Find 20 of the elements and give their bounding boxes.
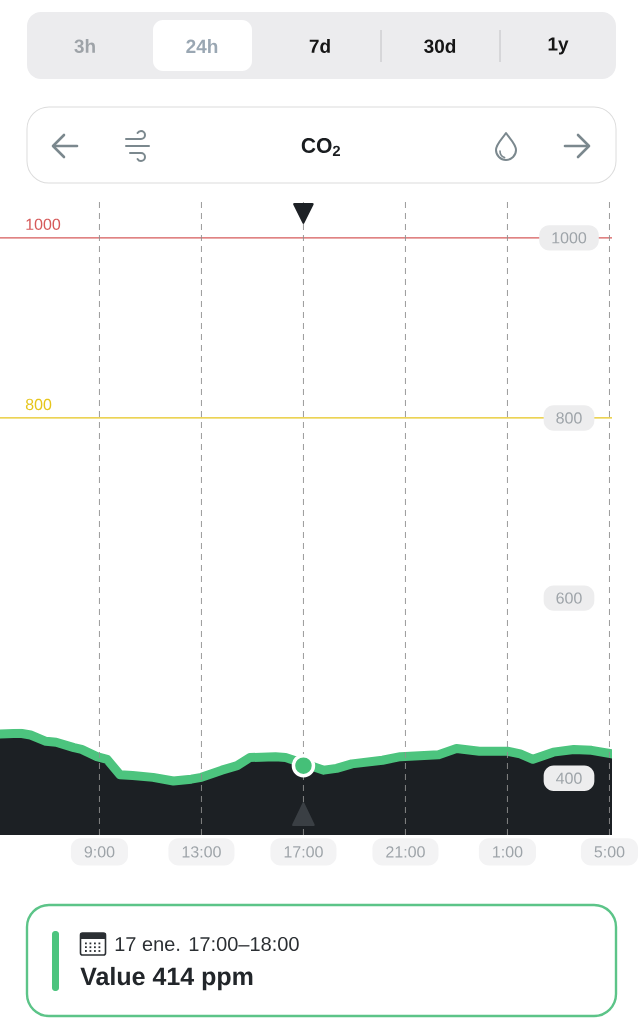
chart-title: CO$_{2}$ xyxy=(301,138,341,156)
y-tick-label: 1000 xyxy=(552,232,587,244)
text: 30d xyxy=(424,39,456,53)
ref-line-label: 1000 xyxy=(26,218,61,230)
x-tick-label: 5:00 xyxy=(594,846,625,858)
text: 1y xyxy=(548,37,569,55)
x-tick-label: 13:00 xyxy=(182,846,221,858)
text: 3h xyxy=(74,39,95,53)
y-tick-label: 800 xyxy=(556,412,582,424)
text: Value 414 ppm xyxy=(80,966,253,991)
x-tick-label: 1:00 xyxy=(493,846,523,858)
x-tick-label: 17:00 xyxy=(284,846,323,858)
x-tick-label: 9:00 xyxy=(84,846,115,858)
text: 7d xyxy=(309,39,330,53)
ref-line-label: 800 xyxy=(25,398,52,411)
x-tick-label: 21:00 xyxy=(386,846,425,858)
y-tick-label: 400 xyxy=(556,772,582,784)
text: 17 ene. 17:00–18:00 xyxy=(115,936,299,952)
y-tick-label: 600 xyxy=(556,592,582,604)
text: 24h xyxy=(186,39,218,53)
